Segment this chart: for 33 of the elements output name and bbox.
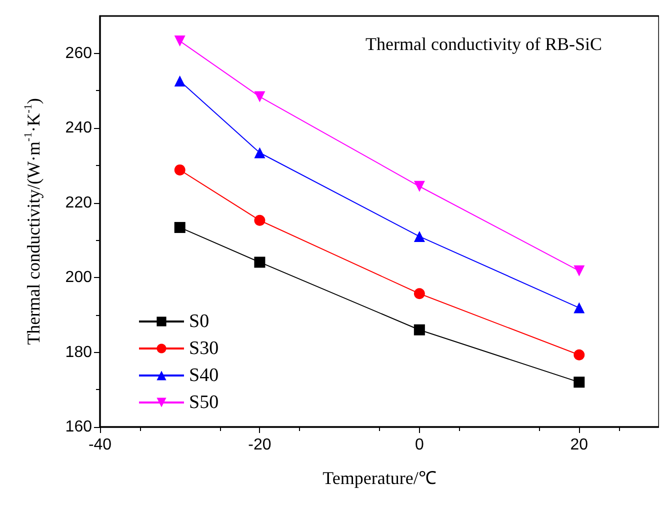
- y-tick-label: 260: [65, 44, 92, 62]
- y-tick-label: 180: [65, 344, 92, 361]
- y-tick-label: 160: [65, 418, 92, 436]
- x-tick-label: -20: [248, 436, 272, 454]
- point: [414, 230, 425, 242]
- point: [574, 376, 585, 388]
- y-tick-label: 200: [65, 269, 92, 286]
- point: [574, 349, 585, 360]
- point: [414, 288, 425, 300]
- x-tick-label: -40: [88, 436, 112, 454]
- y-tick-label: 240: [65, 120, 92, 137]
- point: [414, 180, 425, 192]
- x-tick-label: 20: [570, 436, 588, 454]
- point: [254, 147, 266, 158]
- point: [174, 164, 186, 176]
- x-axis-title: Temperature/℃: [322, 468, 436, 488]
- point: [174, 76, 186, 87]
- x-tick-label: 0: [414, 436, 424, 454]
- point: [254, 256, 266, 268]
- legend-label: S50: [189, 392, 219, 413]
- legend-label: S40: [189, 365, 219, 386]
- point: [574, 265, 585, 276]
- y-tick-label: 220: [65, 194, 92, 212]
- point: [254, 91, 266, 102]
- point: [254, 214, 266, 226]
- point: [174, 222, 186, 233]
- legend-label: S0: [189, 311, 210, 332]
- point: [414, 324, 425, 336]
- text: Thermal conductivity of RB-SiC: [366, 34, 602, 54]
- legend-label: S30: [189, 338, 219, 359]
- y-axis-title: Thermal conductivity/(W·m-1·K-1): [22, 98, 44, 345]
- point: [574, 302, 585, 314]
- point: [174, 36, 186, 47]
